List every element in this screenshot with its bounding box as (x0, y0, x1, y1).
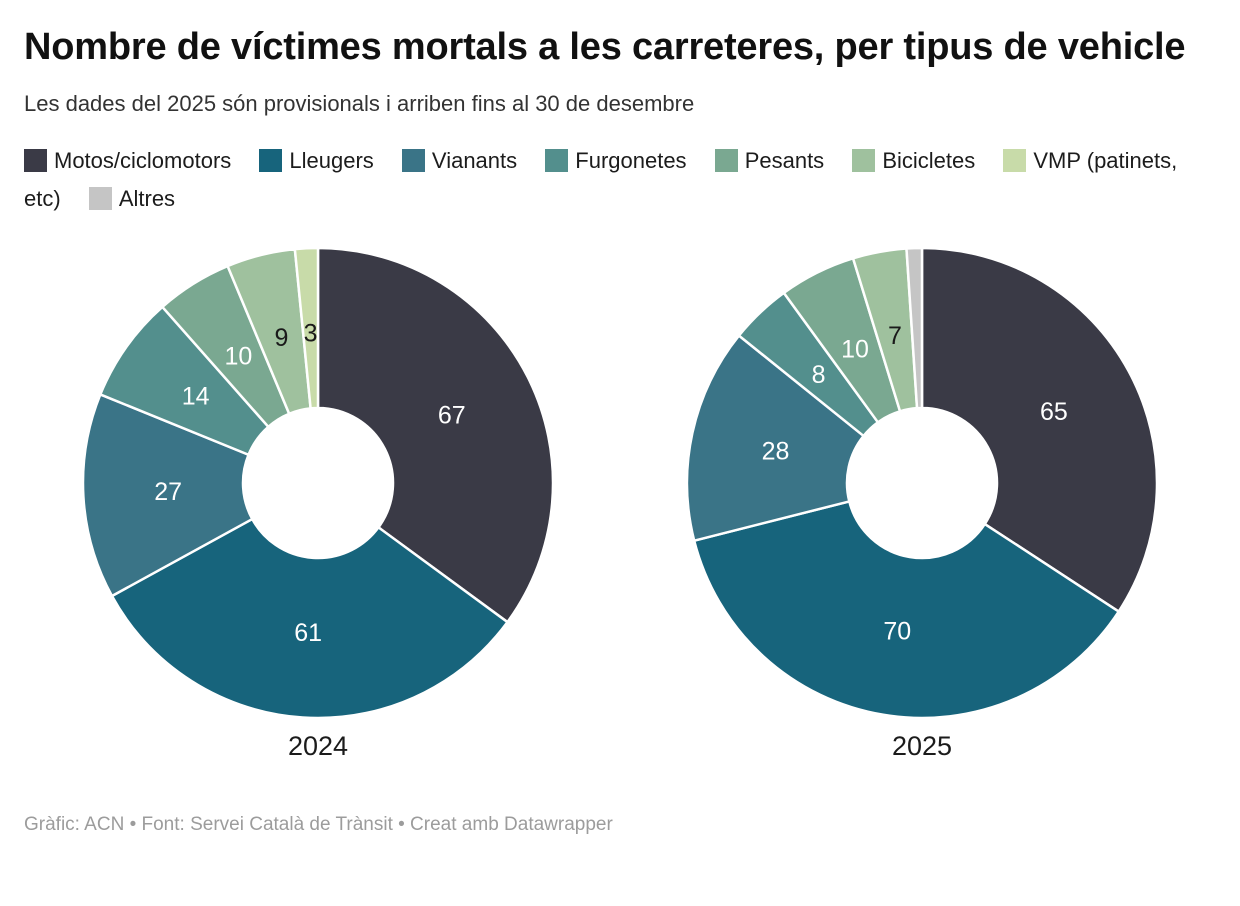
slice-value-label: 10 (841, 335, 869, 363)
legend-swatch-icon (714, 148, 738, 172)
donut-chart-2024: 67 61 27 14 10 9 3 2024 (83, 247, 553, 762)
legend-swatch-icon (24, 148, 47, 172)
legend-label: Altres (118, 185, 176, 211)
legend-swatch-icon (545, 148, 569, 172)
legend-label: Pesants (744, 147, 825, 173)
legend-label: Bicicletes (882, 147, 976, 173)
pie-slice-vmp-patinets-etc[interactable] (293, 247, 320, 410)
legend: Motos/ciclomotors Lleugers Vianants Furg… (24, 142, 1216, 218)
pie-slice-vianants[interactable] (83, 392, 254, 597)
slice-value-label: 27 (154, 478, 182, 506)
pie-slice-motos-ciclomotors[interactable] (920, 247, 1157, 613)
slice-value-label: 67 (438, 401, 466, 429)
chart-subtitle: Les dades del 2025 són provisionals i ar… (24, 91, 695, 117)
pie-slice-vianants[interactable] (687, 334, 865, 542)
legend-label: Furgonetes (575, 147, 687, 173)
legend-item-bicicletes: Bicicletes (852, 148, 975, 173)
slice-value-label: 61 (294, 619, 322, 647)
pie-slice-lleugers[interactable] (692, 499, 1120, 718)
legend-item-pesants: Pesants (714, 147, 825, 173)
slice-value-label: 14 (182, 382, 210, 410)
donut-svg-2025: 65 70 28 8 10 7 (687, 247, 1157, 718)
year-label-2025: 2025 (891, 730, 953, 761)
slice-value-label: 3 (304, 319, 318, 347)
chart-credit-line: Gràfic: ACN • Font: Servei Català de Trà… (24, 813, 613, 835)
pie-slice-lleugers[interactable] (110, 517, 509, 718)
year-label-2024: 2024 (287, 730, 349, 761)
legend-item-furgonetes: Furgonetes (545, 147, 687, 173)
slice-value-label: 9 (274, 324, 288, 352)
slice-value-label: 28 (762, 437, 790, 465)
legend-swatch-icon (259, 148, 283, 172)
slice-value-label: 65 (1040, 398, 1068, 426)
legend-item-motos-ciclomotors: Motos/ciclomotors (24, 148, 231, 173)
chart-title: Nombre de víctimes mortals a les carrete… (24, 26, 1186, 68)
legend-swatch-icon (88, 186, 112, 210)
legend-label: Vianants (431, 147, 518, 173)
legend-swatch-icon (852, 148, 876, 172)
datawrapper-chart: Nombre de víctimes mortals a les carrete… (24, 26, 1216, 835)
legend-item-vianants: Vianants (401, 147, 518, 173)
donut-charts: 67 61 27 14 10 9 3 2024 65 70 28 8 10 7 2025 (24, 247, 1216, 762)
donut-svg-2024: 67 61 27 14 10 9 3 (83, 247, 553, 718)
legend-swatch-icon (1003, 148, 1027, 172)
legend-item-lleugers: Lleugers (259, 147, 374, 173)
legend-label: Motos/ciclomotors (54, 147, 232, 173)
legend-label: VMP (patinets, etc) (24, 147, 1178, 211)
legend-item-vmp-patinets-etc: VMP (patinets, etc) (24, 148, 1177, 211)
pie-slice-motos-ciclomotors[interactable] (316, 247, 553, 623)
legend-swatch-icon (401, 148, 425, 172)
legend-label: Lleugers (289, 147, 374, 173)
slice-value-label: 8 (812, 360, 826, 388)
slice-value-label: 10 (224, 342, 252, 370)
slice-value-label: 7 (888, 322, 902, 350)
pie-slice-altres[interactable] (905, 247, 924, 410)
slice-value-label: 70 (883, 617, 911, 645)
legend-item-altres: Altres (88, 185, 176, 211)
donut-chart-2025: 65 70 28 8 10 7 2025 (687, 247, 1157, 762)
